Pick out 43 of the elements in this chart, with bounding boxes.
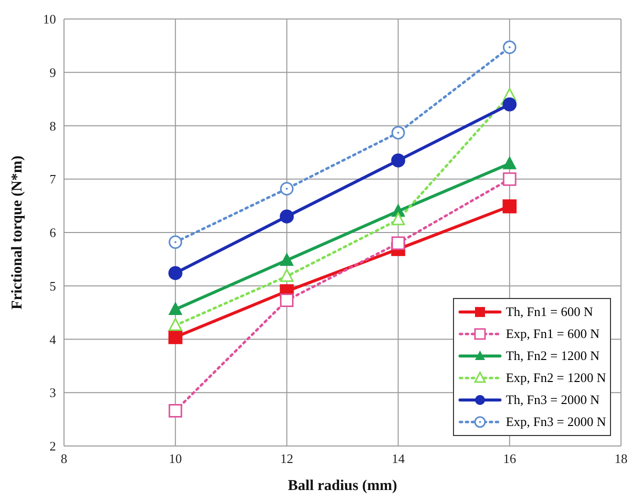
legend-label: Th, Fn1 = 600 N <box>506 304 593 320</box>
point <box>280 209 294 224</box>
x-axis-title: Ball radius (mm) <box>288 478 398 494</box>
legend-label: Th, Fn3 = 2000 N <box>506 392 600 408</box>
y-tick-label: 2 <box>50 438 56 454</box>
point <box>391 126 405 140</box>
point <box>280 294 294 308</box>
point <box>168 266 182 280</box>
point <box>391 212 405 226</box>
x-tick-label: 16 <box>503 451 517 466</box>
y-axis-title: Frictional torque (N*m) <box>9 156 26 310</box>
x-tick-label: 14 <box>392 451 406 466</box>
point <box>168 330 182 344</box>
point <box>168 404 182 418</box>
y-tick-label: 3 <box>50 385 56 400</box>
x-tick-label: 18 <box>614 451 628 466</box>
y-tick-label: 5 <box>50 278 56 294</box>
legend-label: Exp, Fn2 = 1200 N <box>506 370 606 386</box>
legend-label: Exp, Fn1 = 600 N <box>506 326 600 342</box>
legend-label: Th, Fn2 = 1200 N <box>506 348 600 364</box>
point <box>280 252 294 266</box>
point <box>391 236 405 250</box>
point <box>502 40 516 54</box>
point <box>168 302 182 315</box>
point <box>168 318 182 331</box>
point <box>391 153 406 168</box>
point <box>502 199 517 214</box>
point <box>502 172 516 186</box>
y-tick-label: 6 <box>50 225 56 240</box>
y-tick-label: 7 <box>50 172 56 187</box>
x-tick-label: 12 <box>280 451 294 466</box>
point <box>280 268 294 282</box>
y-tick-label: 10 <box>43 12 56 27</box>
point <box>502 156 517 170</box>
legend-label: Exp, Fn3 = 2000 N <box>506 414 606 430</box>
y-tick-label: 4 <box>50 332 56 347</box>
point <box>280 182 294 196</box>
x-tick-label: 8 <box>60 451 68 466</box>
x-tick-label: 10 <box>168 451 182 466</box>
point <box>502 97 517 112</box>
y-tick-label: 9 <box>50 64 56 80</box>
point <box>168 235 182 249</box>
y-tick-label: 8 <box>50 118 56 134</box>
